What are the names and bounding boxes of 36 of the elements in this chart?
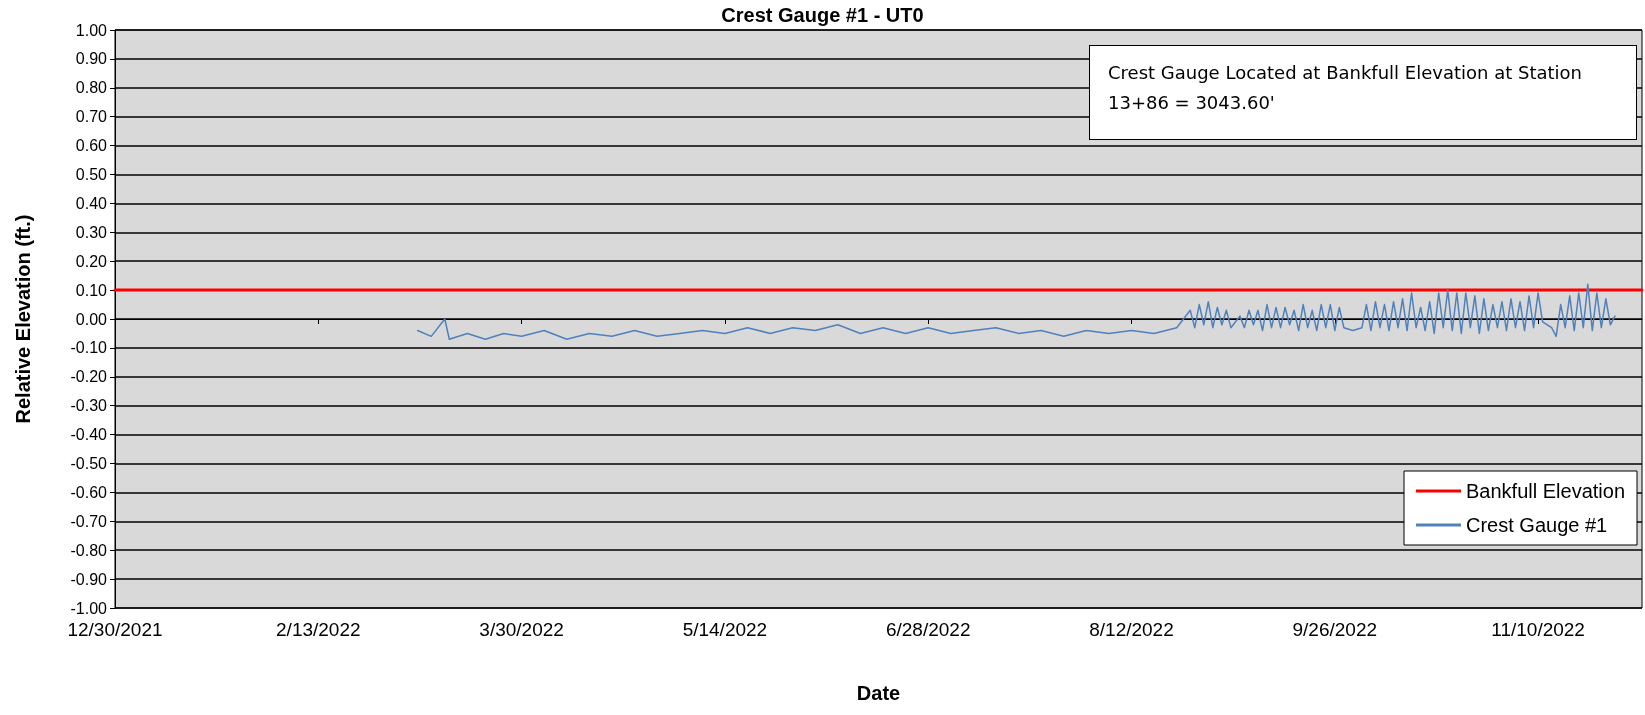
y-axis-title: Relative Elevation (ft.) bbox=[12, 214, 34, 424]
y-tick-label: 0.20 bbox=[75, 252, 108, 270]
y-tick-label: 0.00 bbox=[75, 310, 108, 328]
x-tick-label: 12/30/2021 bbox=[67, 619, 163, 640]
chart-title: Crest Gauge #1 - UT0 bbox=[721, 4, 924, 26]
y-tick-label: -0.50 bbox=[70, 455, 108, 472]
x-axis-title: Date bbox=[856, 682, 901, 704]
line-series bbox=[416, 283, 1616, 340]
x-tick-label: 9/26/2022 bbox=[1292, 619, 1378, 640]
y-tick-label: -0.30 bbox=[70, 397, 108, 415]
y-tick-label: 0.90 bbox=[75, 50, 108, 68]
x-tick-label: 2/13/2022 bbox=[276, 619, 361, 640]
y-tick-label: 1.00 bbox=[75, 21, 108, 39]
y-tick-label: 0.40 bbox=[75, 194, 108, 212]
legend-label: Bankfull Elevation bbox=[1466, 480, 1625, 502]
y-tick-label: 0.80 bbox=[75, 79, 108, 97]
y-tick-label: 0.70 bbox=[75, 108, 108, 126]
y-tick-label: -0.70 bbox=[70, 512, 108, 530]
x-tick-label: 3/30/2022 bbox=[479, 619, 564, 640]
y-tick-label: -0.20 bbox=[70, 368, 108, 386]
x-tick-label: 6/28/2022 bbox=[885, 619, 971, 640]
y-tick-label: 0.60 bbox=[75, 137, 108, 155]
x-tick-label: 11/10/2022 bbox=[1491, 619, 1585, 640]
y-tick-label: 0.10 bbox=[75, 281, 108, 299]
y-tick-label: -0.10 bbox=[70, 339, 108, 357]
y-tick-label: -0.40 bbox=[70, 426, 108, 444]
y-tick-label: 0.30 bbox=[75, 223, 108, 241]
y-tick-label: -1.00 bbox=[70, 599, 108, 617]
x-tick-label: 8/12/2022 bbox=[1089, 619, 1174, 640]
y-tick-label: 0.50 bbox=[75, 166, 108, 183]
legend-label: Crest Gauge #1 bbox=[1466, 514, 1608, 536]
x-tick-label: 5/14/2022 bbox=[682, 619, 768, 640]
text-box: Crest Gauge Located at Bankfull Elevation at Station 13+86 = 3043.60' bbox=[1089, 45, 1637, 140]
y-tick-label: -0.90 bbox=[70, 570, 108, 588]
y-tick-label: -0.80 bbox=[70, 541, 108, 559]
y-tick-label: -0.60 bbox=[70, 483, 108, 501]
